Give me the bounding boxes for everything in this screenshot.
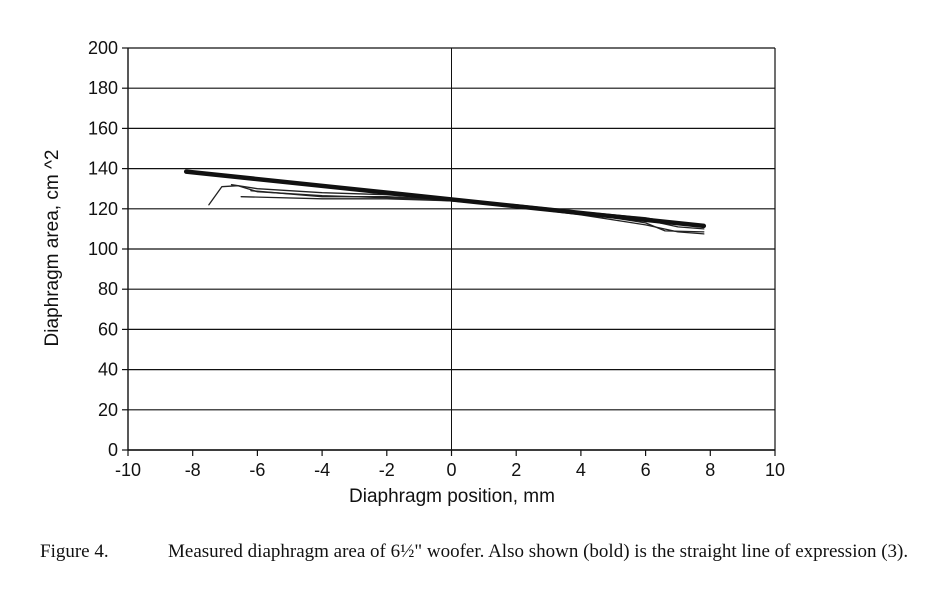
caption-label: Figure 4. [40, 541, 109, 562]
figure-caption: Figure 4. Measured diaphragm area of 6½"… [40, 540, 920, 564]
y-tick-label: 160 [88, 118, 118, 138]
y-tick-label: 120 [88, 199, 118, 219]
x-tick-label: 0 [446, 460, 456, 480]
axes [122, 47, 776, 456]
y-axis-title: Diaphragm area, cm ^2 [42, 150, 63, 347]
y-tick-label: 60 [98, 319, 118, 339]
x-axis-title: Diaphragm position, mm [349, 486, 555, 507]
series-line-bold [183, 169, 707, 229]
x-tick-label: 6 [641, 460, 651, 480]
x-tick-label: -4 [314, 460, 330, 480]
y-tick-label: 40 [98, 360, 118, 380]
x-tick-label: -6 [249, 460, 265, 480]
x-tick-label: -8 [185, 460, 201, 480]
y-tick-label: 0 [108, 440, 118, 460]
data-series [183, 169, 707, 235]
y-tick-label: 200 [88, 38, 118, 58]
x-tick-label: 2 [511, 460, 521, 480]
x-tick-label: 10 [765, 460, 785, 480]
y-tick-label: 140 [88, 159, 118, 179]
y-tick-label: 20 [98, 400, 118, 420]
y-tick-label: 80 [98, 279, 118, 299]
x-tick-label: 8 [705, 460, 715, 480]
x-tick-label: -10 [115, 460, 141, 480]
x-tick-label: 4 [576, 460, 586, 480]
x-tick-label: -2 [379, 460, 395, 480]
caption-text: Measured diaphragm area of 6½" woofer. A… [168, 541, 909, 562]
tick-labels: 0 20 40 60 80 100 120 140 160 180 200 -10 -8 -6 -4 -2 0 2… [88, 38, 785, 480]
y-tick-label: 100 [88, 239, 118, 259]
chart: 0 20 40 60 80 100 120 140 160 180 200 -10 -8 -6 -4 -2 0 2… [42, 38, 785, 507]
y-tick-label: 180 [88, 78, 118, 98]
